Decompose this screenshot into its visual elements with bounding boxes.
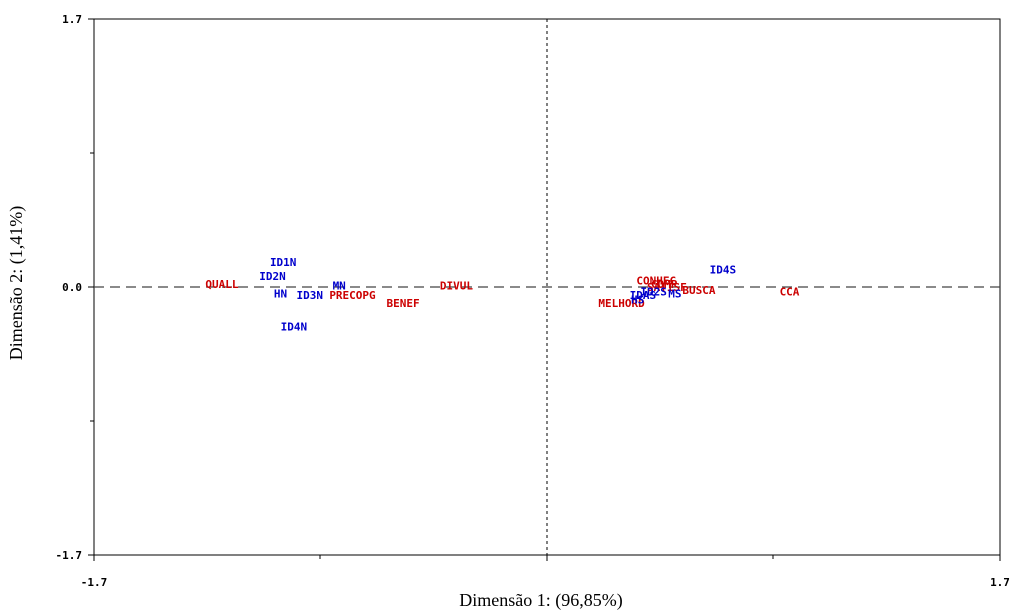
x-tick-label-right: 1.7	[990, 576, 1010, 589]
point-label-conhec: CONHEC	[636, 275, 676, 288]
point-label-ms: MS	[668, 287, 681, 300]
y-axis-title: Dimensão 2: (1,41%)	[6, 206, 27, 360]
point-label-cca: CCA	[780, 286, 800, 299]
point-label-mn: MN	[333, 279, 346, 292]
x-tick-label-left: -1.7	[81, 576, 108, 589]
point-label-busca: BUSCA	[682, 284, 715, 297]
point-label-satisf: SATISF	[647, 281, 687, 294]
point-label-divul: DIVUL	[440, 279, 473, 292]
point-label-melhord: MELHORD	[598, 297, 645, 310]
point-label-id2n: ID2N	[259, 270, 286, 283]
point-label-id3n: ID3N	[297, 289, 324, 302]
point-label-id4s: ID4S	[710, 264, 737, 277]
point-label-id4n: ID4N	[281, 320, 308, 333]
point-label-precopg: PRECOPG	[329, 289, 376, 302]
point-label-idas: IDAS	[630, 289, 657, 302]
point-label-hn: HN	[274, 287, 287, 300]
y-tick-label-bottom: -1.7	[56, 549, 83, 562]
y-tick-label-middle: 0.0	[62, 281, 82, 294]
point-label-benef: BENEF	[387, 297, 420, 310]
y-axis-ticks	[88, 18, 94, 556]
point-label-id1n: ID1N	[270, 256, 297, 269]
point-label-hs: HS	[631, 294, 644, 307]
x-axis-ticks	[93, 555, 1001, 561]
y-tick-label-top: 1.7	[62, 13, 82, 26]
point-label-quall: QUALL	[205, 278, 238, 291]
point-label-comp: COMP	[651, 278, 678, 291]
point-label-id2s: ID2S	[640, 286, 667, 299]
x-axis-title: Dimensão 1: (96,85%)	[459, 590, 622, 611]
